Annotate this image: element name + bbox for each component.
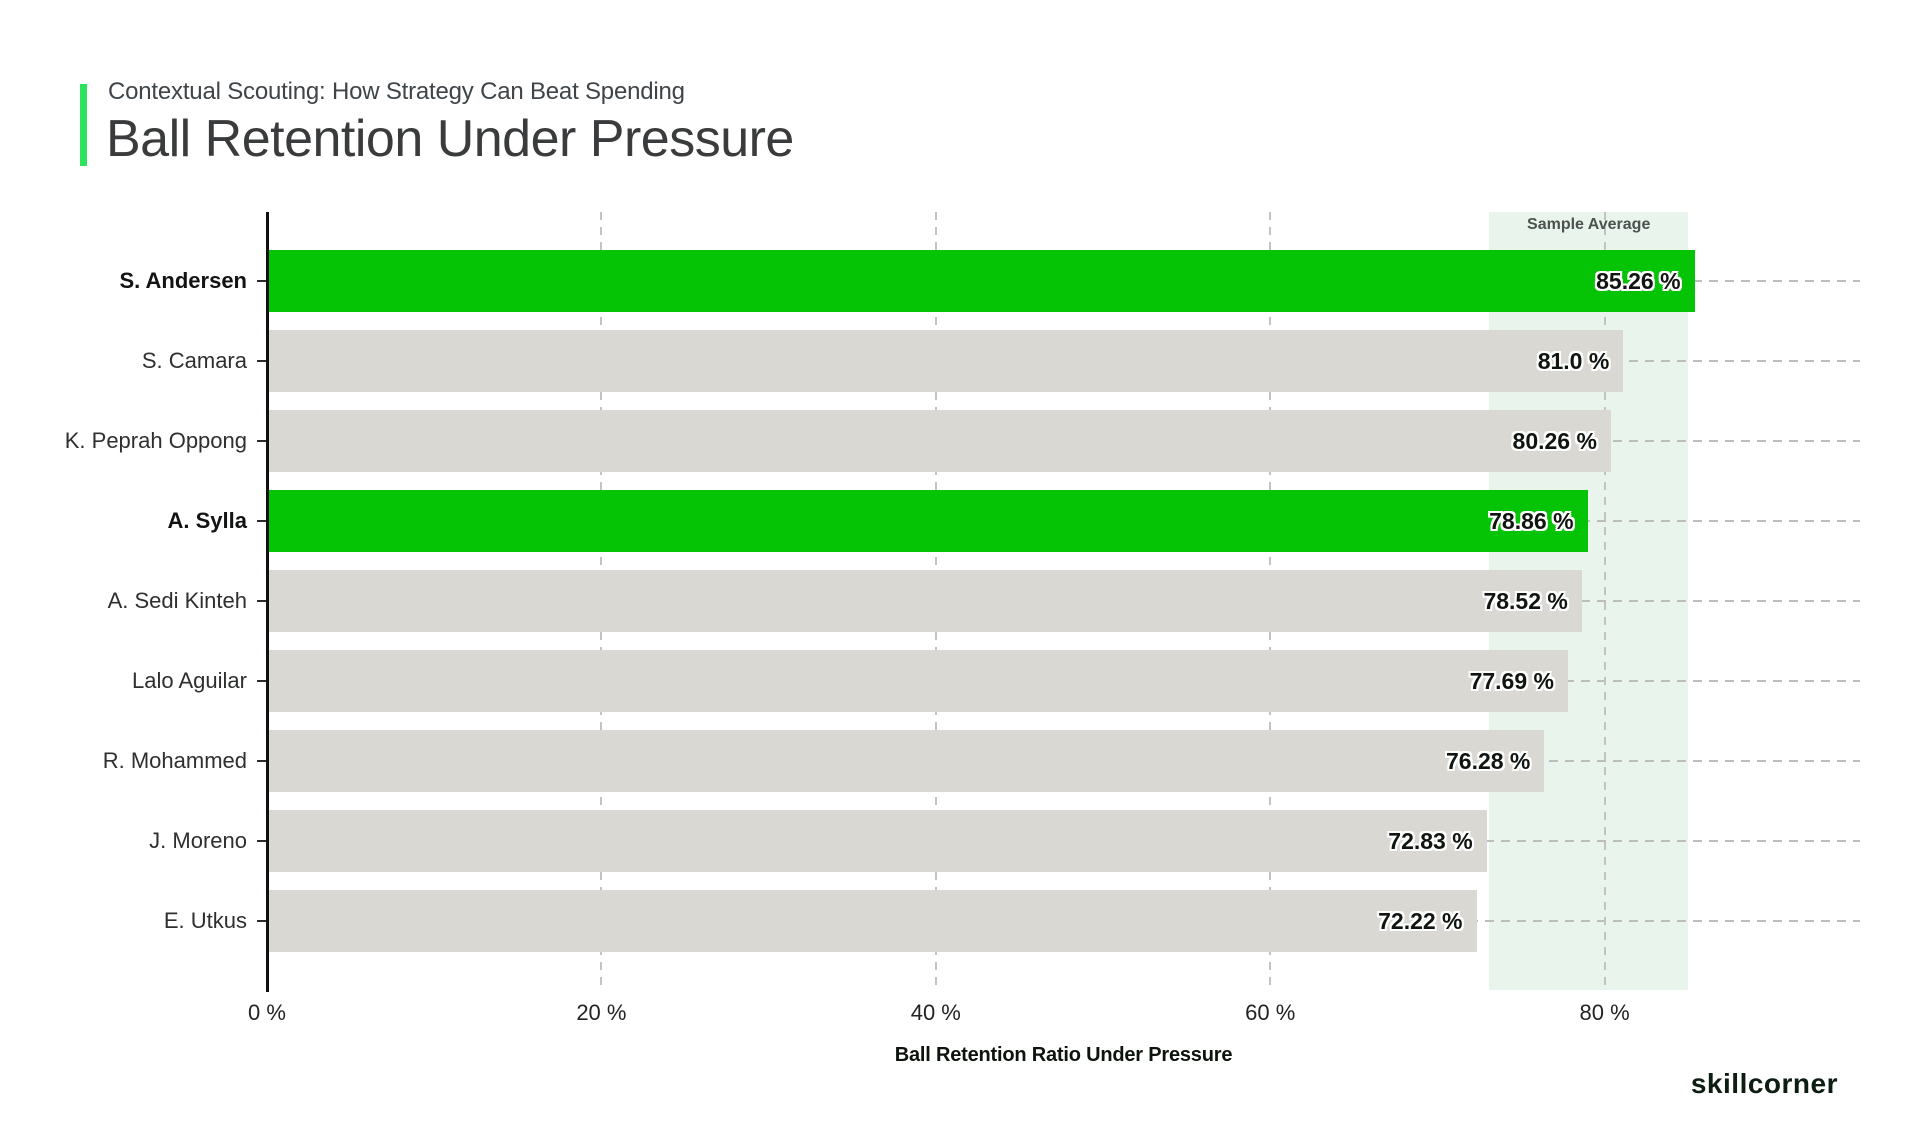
bar-value-label: 81.0 % [1537, 348, 1610, 374]
x-tick-label: 20 % [576, 1000, 627, 1025]
y-tick [257, 840, 267, 842]
bar-value-label: 72.83 % [1388, 828, 1473, 854]
bar [269, 650, 1568, 712]
y-axis-category-label: A. Sedi Kinteh [107, 588, 247, 613]
y-axis-category-label: E. Utkus [163, 908, 247, 933]
page-title: Ball Retention Under Pressure [106, 110, 794, 168]
y-tick [257, 600, 267, 602]
y-axis-category-label: K. Peprah Oppong [64, 428, 247, 453]
y-axis-line [266, 212, 269, 992]
y-tick [257, 920, 267, 922]
bar-value-label: 78.86 % [1489, 508, 1574, 534]
bar [269, 410, 1611, 472]
title-accent-bar [80, 84, 87, 166]
bar [269, 570, 1582, 632]
bar-value-label: 85.26 % [1596, 268, 1681, 294]
bar [269, 330, 1624, 392]
bar-value-label: 72.22 % [1378, 908, 1463, 934]
y-axis-category-label: Lalo Aguilar [132, 668, 247, 693]
y-axis-category-label: A. Sylla [167, 508, 247, 533]
x-tick-label: 40 % [910, 1000, 961, 1025]
y-tick [257, 440, 267, 442]
x-tick-label: 80 % [1579, 1000, 1630, 1025]
y-tick [257, 360, 267, 362]
y-axis-category-label: R. Mohammed [102, 748, 247, 773]
y-tick [257, 760, 267, 762]
chart-subtitle: Contextual Scouting: How Strategy Can Be… [108, 78, 685, 105]
bar-value-label: 80.26 % [1512, 428, 1597, 454]
bar [269, 810, 1487, 872]
x-gridline [1603, 212, 1606, 990]
skillcorner-logo: skillcorner [1690, 1068, 1838, 1099]
y-tick [257, 280, 267, 282]
sample-average-label: Sample Average [1527, 216, 1651, 233]
bar-value-label: 78.52 % [1483, 588, 1568, 614]
bar [269, 730, 1545, 792]
x-tick-label: 0 % [248, 1000, 286, 1025]
bar [269, 250, 1695, 312]
bar [269, 490, 1588, 552]
y-tick [257, 520, 267, 522]
bar [269, 890, 1477, 952]
y-tick [257, 680, 267, 682]
x-tick-label: 60 % [1245, 1000, 1296, 1025]
x-axis-title: Ball Retention Ratio Under Pressure [894, 1044, 1233, 1066]
y-axis-category-label: S. Camara [141, 348, 247, 373]
y-axis-category-label: S. Andersen [119, 268, 247, 293]
bar-value-label: 77.69 % [1469, 668, 1554, 694]
y-axis-category-label: J. Moreno [149, 828, 247, 853]
bar-value-label: 76.28 % [1445, 748, 1531, 774]
